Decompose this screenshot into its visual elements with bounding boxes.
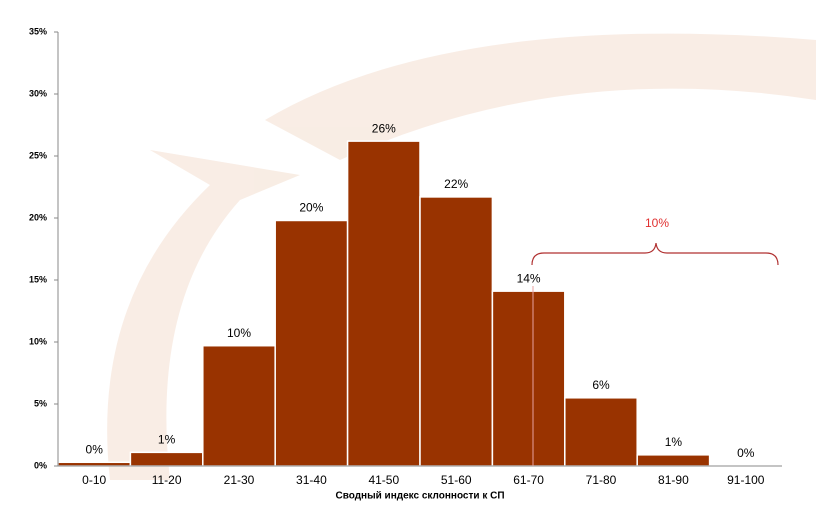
y-tick-label: 35% [29, 26, 47, 36]
value-label: 22% [444, 177, 468, 191]
bar [202, 344, 276, 467]
x-tick-label: 51-60 [441, 473, 472, 487]
x-tick-label: 11-20 [152, 473, 182, 487]
x-tick-label: 91-100 [727, 473, 765, 487]
bar [57, 461, 132, 467]
y-tick-label: 25% [29, 150, 47, 160]
y-tick-label: 30% [29, 88, 47, 98]
value-label: 1% [665, 435, 683, 449]
value-label: 6% [592, 378, 610, 392]
swirl-top [265, 33, 816, 160]
bracket [531, 242, 779, 266]
value-label: 1% [158, 433, 176, 447]
value-label: 0% [737, 446, 755, 460]
x-tick-label: 61-70 [513, 473, 544, 487]
x-tick-label: 41-50 [368, 473, 399, 487]
x-tick-label: 81-90 [658, 473, 689, 487]
value-label: 0% [86, 442, 104, 456]
background-swirl [107, 33, 816, 480]
bar [564, 397, 638, 467]
y-tick-label: 0% [34, 460, 47, 470]
x-tick-label: 21-30 [224, 473, 255, 487]
value-label: 26% [372, 121, 396, 135]
x-tick-label: 71-80 [586, 473, 617, 487]
bar [419, 196, 494, 467]
x-axis-title: Сводный индекс склонности к СП [335, 491, 504, 502]
bar [274, 219, 349, 467]
swirl-left [107, 150, 301, 480]
plot [57, 140, 711, 467]
value-label: 20% [299, 201, 323, 215]
y-tick-label: 15% [29, 274, 47, 284]
value-label: 14% [517, 271, 541, 285]
bar [346, 140, 421, 467]
y-tick-label: 20% [29, 212, 47, 222]
y-tick-label: 10% [29, 336, 47, 346]
x-tick-label: 0-10 [82, 473, 106, 487]
y-tick-label: 5% [34, 398, 47, 408]
annotation: 10% [645, 216, 669, 230]
bar [129, 451, 204, 467]
x-tick-label: 31-40 [296, 473, 327, 487]
bar [491, 290, 566, 467]
value-label: 10% [227, 326, 251, 340]
bar [636, 454, 711, 467]
